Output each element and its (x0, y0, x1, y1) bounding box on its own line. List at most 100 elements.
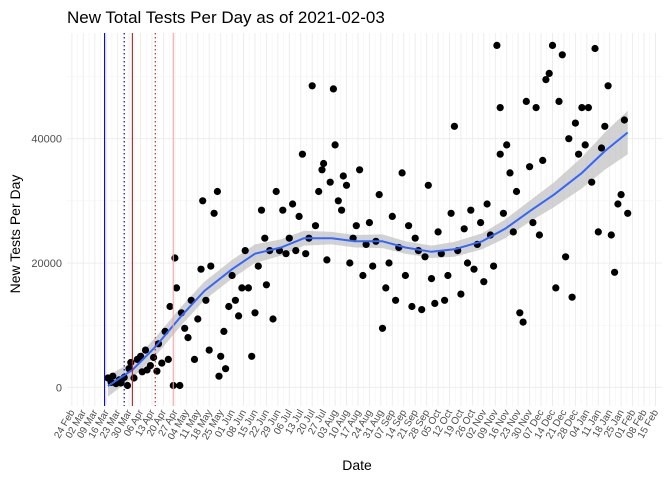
data-point (190, 355, 199, 363)
data-point (375, 191, 383, 199)
data-point (109, 372, 117, 380)
data-point (496, 104, 504, 112)
data-point (308, 82, 316, 90)
data-point (392, 296, 400, 304)
data-point (388, 212, 396, 220)
data-point (568, 293, 576, 301)
data-point (222, 365, 230, 373)
data-point (496, 150, 504, 158)
smooth-line-group (107, 131, 629, 387)
data-point (272, 187, 280, 196)
data-point (512, 187, 521, 196)
data-point (411, 234, 419, 242)
data-point (215, 372, 223, 380)
data-point (339, 172, 347, 180)
data-point (356, 166, 364, 174)
data-point (526, 163, 534, 171)
data-point (522, 97, 530, 105)
reference-lines (104, 33, 174, 406)
data-point (199, 197, 207, 205)
data-point (382, 284, 390, 292)
data-point (578, 104, 586, 112)
data-point (493, 41, 501, 50)
data-point (467, 206, 475, 214)
data-point (519, 318, 527, 326)
data-point (235, 312, 243, 320)
data-point (329, 85, 337, 93)
data-point (158, 359, 166, 367)
data-point (352, 222, 360, 230)
data-point (225, 302, 233, 311)
data-point (447, 209, 455, 217)
data-point (532, 104, 540, 112)
data-point (529, 219, 537, 227)
data-point (483, 200, 491, 208)
confidence-band (107, 110, 628, 397)
data-point (150, 353, 158, 362)
data-point (359, 271, 367, 280)
data-point (311, 222, 320, 230)
data-point (238, 284, 246, 292)
data-point (248, 352, 256, 360)
data-point (480, 278, 488, 286)
data-point (405, 222, 413, 230)
data-point (427, 275, 436, 283)
data-point (326, 178, 334, 186)
data-point (292, 247, 300, 255)
data-point (123, 381, 132, 390)
data-point (176, 381, 184, 390)
data-point (434, 228, 442, 236)
data-point (184, 334, 192, 342)
data-point (315, 187, 323, 196)
data-point (282, 250, 290, 258)
data-point (617, 191, 625, 199)
data-point (614, 200, 622, 208)
y-tick-labels: 0 20000 40000 (31, 134, 62, 395)
data-point (516, 309, 524, 317)
data-point (298, 150, 306, 158)
data-point (535, 231, 544, 239)
data-point (279, 206, 287, 214)
data-point (460, 225, 468, 233)
data-point (331, 141, 339, 149)
data-point (401, 271, 409, 280)
data-point (591, 44, 599, 53)
data-point (338, 206, 346, 214)
y-tick-label: 40000 (31, 134, 62, 146)
x-axis-title: Date (342, 457, 372, 473)
data-point (457, 290, 465, 298)
data-point (441, 296, 449, 304)
data-point (269, 315, 277, 323)
data-point (254, 262, 262, 270)
data-point (346, 259, 354, 267)
data-point (601, 122, 609, 130)
data-point (408, 302, 416, 311)
data-point (127, 358, 135, 367)
data-point (421, 253, 429, 261)
data-point (444, 271, 452, 280)
data-point (146, 362, 154, 370)
data-point (552, 284, 560, 292)
data-point (141, 346, 150, 354)
y-tick-label: 20000 (31, 258, 62, 270)
data-point (509, 228, 517, 236)
data-point (584, 104, 593, 112)
data-point (318, 166, 326, 174)
data-point (323, 256, 331, 264)
data-point (588, 178, 596, 186)
data-point (385, 259, 393, 267)
data-point (295, 212, 303, 220)
data-point (575, 150, 583, 158)
data-point (398, 169, 406, 177)
data-point (548, 41, 557, 50)
data-point (562, 253, 570, 261)
data-point (257, 206, 266, 214)
data-point (181, 324, 189, 332)
smooth-line (107, 131, 629, 387)
data-point (477, 219, 485, 227)
data-point (506, 169, 514, 177)
data-point (117, 379, 125, 387)
data-point (197, 265, 205, 273)
data-point (369, 262, 377, 270)
